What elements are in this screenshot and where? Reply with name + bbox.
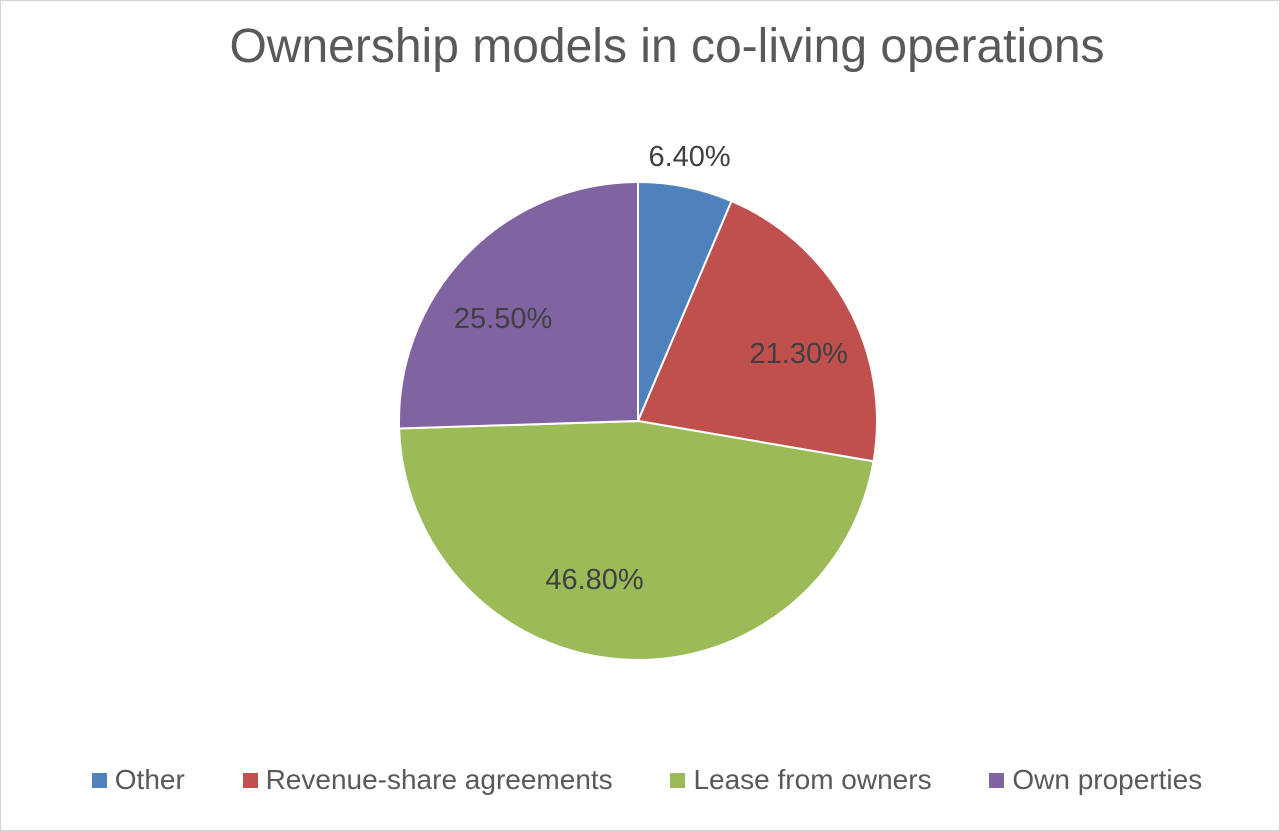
svg-text:25.50%: 25.50% <box>454 303 552 335</box>
svg-text:46.80%: 46.80% <box>545 564 643 596</box>
svg-text:21.30%: 21.30% <box>750 338 848 370</box>
svg-text:6.40%: 6.40% <box>648 141 730 173</box>
